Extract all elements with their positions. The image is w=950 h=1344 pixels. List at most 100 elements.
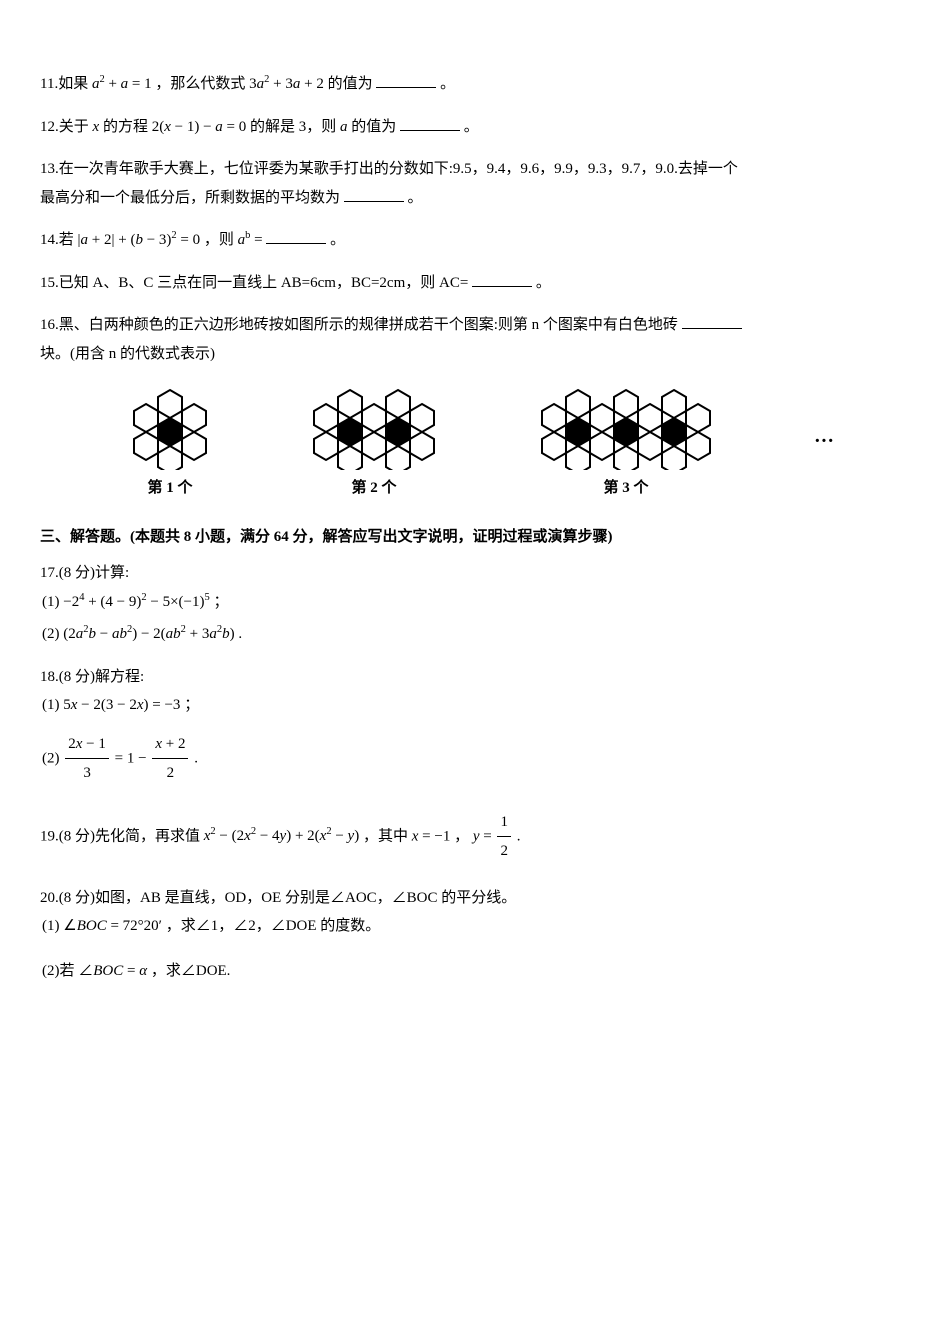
- q18-sub2-end: .: [194, 750, 198, 766]
- q20-sub2: (2)若 ∠BOC = α ，求∠DOE.: [42, 957, 910, 986]
- q15-text: 15.已知 A、B、C 三点在同一直线上 AB=6cm，BC=2cm，则 AC=: [40, 275, 468, 291]
- q11-pre: 11.如果: [40, 76, 88, 92]
- q11-expr: a2 + a = 1: [92, 76, 152, 92]
- question-15: 15.已知 A、B、C 三点在同一直线上 AB=6cm，BC=2cm，则 AC=…: [40, 269, 910, 298]
- q12-var: x: [93, 119, 100, 135]
- q19-mid: ，其中: [363, 828, 408, 844]
- q15-blank[interactable]: [472, 271, 532, 287]
- q18-sub2-label: (2): [42, 750, 60, 766]
- q15-end: 。: [536, 275, 551, 291]
- question-12: 12.关于 x 的方程 2(x − 1) − a = 0 的解是 3，则 a 的…: [40, 113, 910, 142]
- q19-pre: 19.(8 分)先化简，再求值: [40, 828, 200, 844]
- question-16: 16.黑、白两种颜色的正六边形地砖按如图所示的规律拼成若干个图案:则第 n 个图…: [40, 311, 910, 503]
- q20-sub1-expr: ∠BOC = 72°20′: [63, 918, 162, 934]
- q20-line1: 20.(8 分)如图，AB 是直线，OD，OE 分别是∠AOC，∠BOC 的平分…: [40, 884, 910, 913]
- q19-y-num: 1: [497, 808, 511, 838]
- q17-sub1: (1) −24 + (4 − 9)2 − 5×(−1)5 ；: [42, 588, 910, 617]
- hex-caption-1: 第 1 个: [110, 474, 230, 503]
- q20-sub1: (1) ∠BOC = 72°20′ ，求∠1，∠2，∠DOE 的度数。: [42, 912, 910, 941]
- q18-sub1-end: ；: [184, 697, 199, 713]
- q19-comma: ，: [454, 828, 469, 844]
- q17-sub2-expr: (2a2b − ab2) − 2(ab2 + 3a2b): [63, 626, 234, 642]
- q12-end: 。: [464, 119, 479, 135]
- q19-expr: x2 − (2x2 − 4y) + 2(x2 − y): [204, 828, 359, 844]
- q11-post: 的值为: [328, 76, 373, 92]
- q18-sub2-rhs-den: 2: [152, 759, 188, 788]
- q14-blank[interactable]: [266, 228, 326, 244]
- question-13: 13.在一次青年歌手大赛上，七位评委为某歌手打出的分数如下:9.5，9.4，9.…: [40, 155, 910, 212]
- q20-sub2-expr: ∠BOC = α: [78, 963, 147, 979]
- q11-blank[interactable]: [376, 72, 436, 88]
- q17-sub1-end: ；: [214, 594, 229, 610]
- q19-x: x = −1: [412, 828, 451, 844]
- q11-expr2: 3a2 + 3a + 2: [249, 76, 324, 92]
- q18-sub1: (1) 5x − 2(3 − 2x) = −3 ；: [42, 691, 910, 720]
- q20-sub1-post: ，求∠1，∠2，∠DOE 的度数。: [166, 918, 381, 934]
- q19-y-den: 2: [497, 837, 511, 866]
- question-20: 20.(8 分)如图，AB 是直线，OD，OE 分别是∠AOC，∠BOC 的平分…: [40, 884, 910, 986]
- q17-sub2-end: .: [238, 626, 242, 642]
- q17-sub2: (2) (2a2b − ab2) − 2(ab2 + 3a2b) .: [42, 620, 910, 649]
- q12-post: 的值为: [351, 119, 396, 135]
- q16-line2: 块。(用含 n 的代数式表示): [40, 340, 910, 369]
- q18-sub1-expr: 5x − 2(3 − 2x) = −3: [63, 697, 180, 713]
- q13-line1: 13.在一次青年歌手大赛上，七位评委为某歌手打出的分数如下:9.5，9.4，9.…: [40, 155, 910, 184]
- q12-var2: a: [340, 119, 348, 135]
- q20-sub1-label: (1): [42, 918, 60, 934]
- hex-figure-1-svg: [110, 380, 230, 470]
- q13-blank[interactable]: [344, 186, 404, 202]
- question-19: 19.(8 分)先化简，再求值 x2 − (2x2 − 4y) + 2(x2 −…: [40, 808, 910, 866]
- q12-blank[interactable]: [400, 115, 460, 131]
- q12-mid1: 的方程: [103, 119, 148, 135]
- q14-pre: 14.若: [40, 232, 74, 248]
- q12-pre: 12.关于: [40, 119, 89, 135]
- q11-end: 。: [440, 76, 455, 92]
- q17-sub1-label: (1): [42, 594, 60, 610]
- q18-sub2-lhs-num: 2x − 1: [65, 730, 109, 760]
- q11-mid: ，那么代数式: [155, 76, 245, 92]
- q18-sub2-lhs-frac: 2x − 1 3: [65, 730, 109, 788]
- q17-head: 17.(8 分)计算:: [40, 559, 910, 588]
- hex-ellipsis: ···: [814, 422, 834, 460]
- q18-sub2-rhs-frac: x + 2 2: [152, 730, 188, 788]
- q19-y-frac: 1 2: [497, 808, 511, 866]
- q19-y: y =: [473, 828, 496, 844]
- q18-sub1-label: (1): [42, 697, 60, 713]
- hex-pattern-row: 第 1 个 第 2 个: [110, 380, 910, 503]
- hex-pattern-2: 第 2 个: [290, 380, 458, 503]
- q18-sub2: (2) 2x − 1 3 = 1 − x + 2 2 .: [42, 730, 910, 788]
- q18-sub2-mid: = 1 −: [115, 750, 151, 766]
- question-11: 11.如果 a2 + a = 1 ，那么代数式 3a2 + 3a + 2 的值为…: [40, 70, 910, 99]
- q17-sub1-expr: −24 + (4 − 9)2 − 5×(−1)5: [63, 594, 210, 610]
- q13-line2: 最高分和一个最低分后，所剩数据的平均数为: [40, 190, 340, 206]
- q18-sub2-rhs-num: x + 2: [152, 730, 188, 760]
- hex-caption-2: 第 2 个: [290, 474, 458, 503]
- q17-sub2-label: (2): [42, 626, 60, 642]
- q20-sub2-post: ，求∠DOE.: [151, 963, 231, 979]
- q12-expr: 2(x − 1) − a = 0: [152, 119, 247, 135]
- hex-caption-3: 第 3 个: [518, 474, 734, 503]
- q16-blank[interactable]: [682, 313, 742, 329]
- section-3-title: 三、解答题。(本题共 8 小题，满分 64 分，解答应写出文字说明，证明过程或演…: [40, 523, 910, 552]
- q12-mid2: 的解是 3，则: [250, 119, 336, 135]
- q13-end: 。: [408, 190, 423, 206]
- q18-head: 18.(8 分)解方程:: [40, 663, 910, 692]
- hex-figure-2-svg: [290, 380, 458, 470]
- q16-line1-wrap: 16.黑、白两种颜色的正六边形地砖按如图所示的规律拼成若干个图案:则第 n 个图…: [40, 311, 910, 340]
- question-18: 18.(8 分)解方程: (1) 5x − 2(3 − 2x) = −3 ； (…: [40, 663, 910, 788]
- question-14: 14.若 |a + 2| + (b − 3)2 = 0 ，则 ab = 。: [40, 226, 910, 255]
- q14-eq: =: [254, 232, 266, 248]
- q13-line2-wrap: 最高分和一个最低分后，所剩数据的平均数为 。: [40, 184, 910, 213]
- q16-line1: 16.黑、白两种颜色的正六边形地砖按如图所示的规律拼成若干个图案:则第 n 个图…: [40, 317, 678, 333]
- q14-mid: ，则: [204, 232, 234, 248]
- q20-sub2-label: (2)若: [42, 963, 75, 979]
- q14-end: 。: [330, 232, 345, 248]
- q18-sub2-lhs-den: 3: [65, 759, 109, 788]
- q14-expr: |a + 2| + (b − 3)2 = 0: [78, 232, 201, 248]
- hex-pattern-1: 第 1 个: [110, 380, 230, 503]
- hex-pattern-3: 第 3 个: [518, 380, 734, 503]
- hex-figure-3-svg: [518, 380, 734, 470]
- q19-end: .: [517, 828, 521, 844]
- question-17: 17.(8 分)计算: (1) −24 + (4 − 9)2 − 5×(−1)5…: [40, 559, 910, 649]
- q14-expr2: ab: [238, 232, 251, 248]
